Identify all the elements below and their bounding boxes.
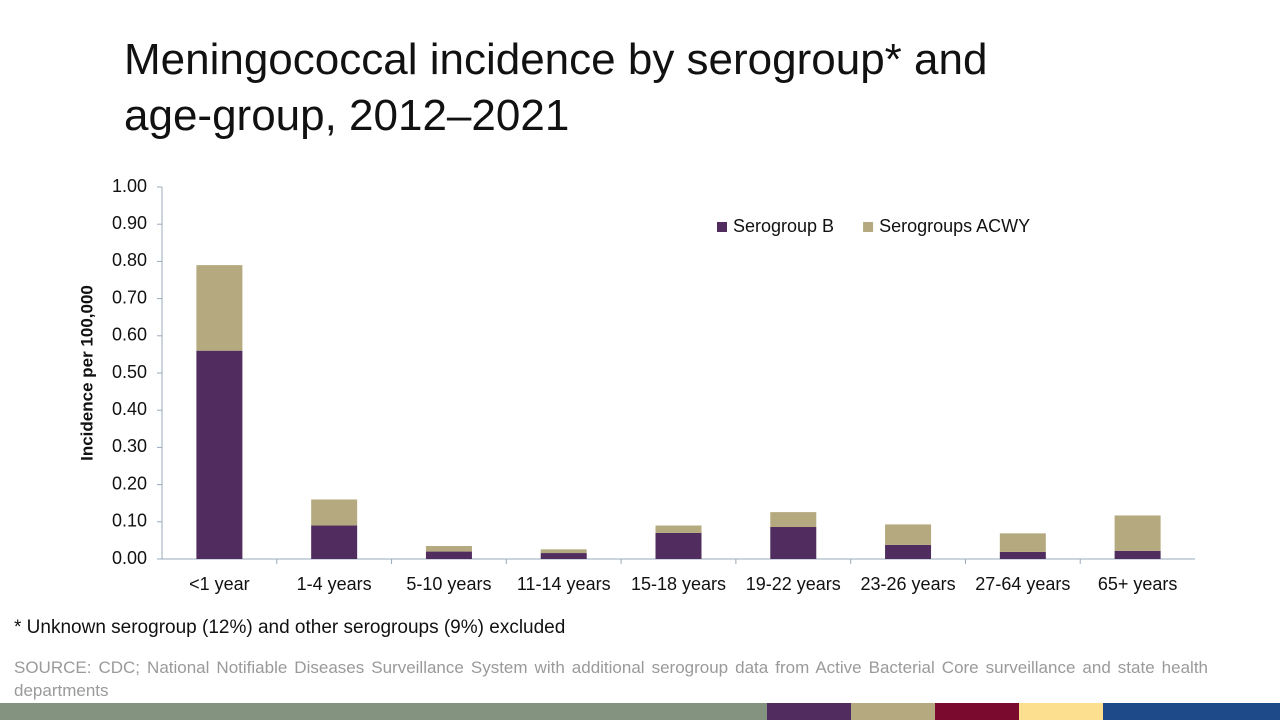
footnote: * Unknown serogroup (12%) and other sero…	[14, 617, 566, 638]
y-tick-label: 1.00	[112, 176, 147, 196]
legend-swatch	[863, 222, 874, 232]
x-tick-label: 23-26 years	[861, 574, 956, 594]
bar-segment	[540, 549, 587, 554]
y-tick-label: 0.70	[112, 287, 147, 307]
bar-segment	[770, 527, 817, 559]
y-tick-label: 0.90	[112, 213, 147, 233]
bar-segment	[196, 350, 243, 559]
bar-segment	[885, 524, 932, 545]
legend-label: Serogroups ACWY	[879, 216, 1030, 236]
x-tick-label: 27-64 years	[975, 574, 1070, 594]
decor-stripe	[0, 703, 1280, 720]
bar-segment	[196, 265, 243, 351]
source: SOURCE: CDC; National Notifiable Disease…	[14, 658, 1208, 700]
bar-segment	[885, 544, 932, 559]
bar-segment	[425, 545, 472, 552]
y-axis-label: Incidence per 100,000	[77, 285, 96, 461]
y-tick-label: 0.60	[112, 325, 147, 345]
x-tick-label: <1 year	[189, 574, 250, 594]
bar-segment	[311, 525, 358, 559]
legend-label: Serogroup B	[733, 216, 834, 236]
x-tick-label: 1-4 years	[297, 574, 372, 594]
x-tick-label: 19-22 years	[746, 574, 841, 594]
bar-segment	[655, 532, 702, 559]
bar-segment	[999, 533, 1046, 552]
y-tick-label: 0.00	[112, 548, 147, 568]
bar-segment	[999, 551, 1046, 559]
x-tick-label: 11-14 years	[517, 574, 611, 594]
bar-segment	[311, 499, 358, 526]
y-tick-label: 0.10	[112, 511, 147, 531]
y-tick-label: 0.30	[112, 436, 147, 456]
chart-title: Meningococcal incidence by serogroup* an…	[124, 35, 988, 140]
bar-segment	[425, 551, 472, 559]
x-tick-label: 15-18 years	[631, 574, 726, 594]
y-tick-label: 0.20	[112, 473, 147, 493]
bar-segment	[1114, 550, 1161, 559]
chart: Incidence per 100,000 0.00 0.10 0.20 0.30 0.…	[77, 176, 1195, 594]
bar-segment	[1114, 515, 1161, 551]
legend-swatch	[717, 222, 727, 232]
x-tick-label: 65+ years	[1098, 574, 1178, 594]
bar-segment	[540, 553, 587, 559]
y-tick-label: 0.40	[112, 399, 147, 419]
bar-segment	[770, 512, 817, 528]
x-tick-label: 5-10 years	[406, 574, 491, 594]
y-tick-label: 0.50	[112, 362, 147, 382]
y-tick-label: 0.80	[112, 250, 147, 270]
bar-segment	[655, 525, 702, 533]
